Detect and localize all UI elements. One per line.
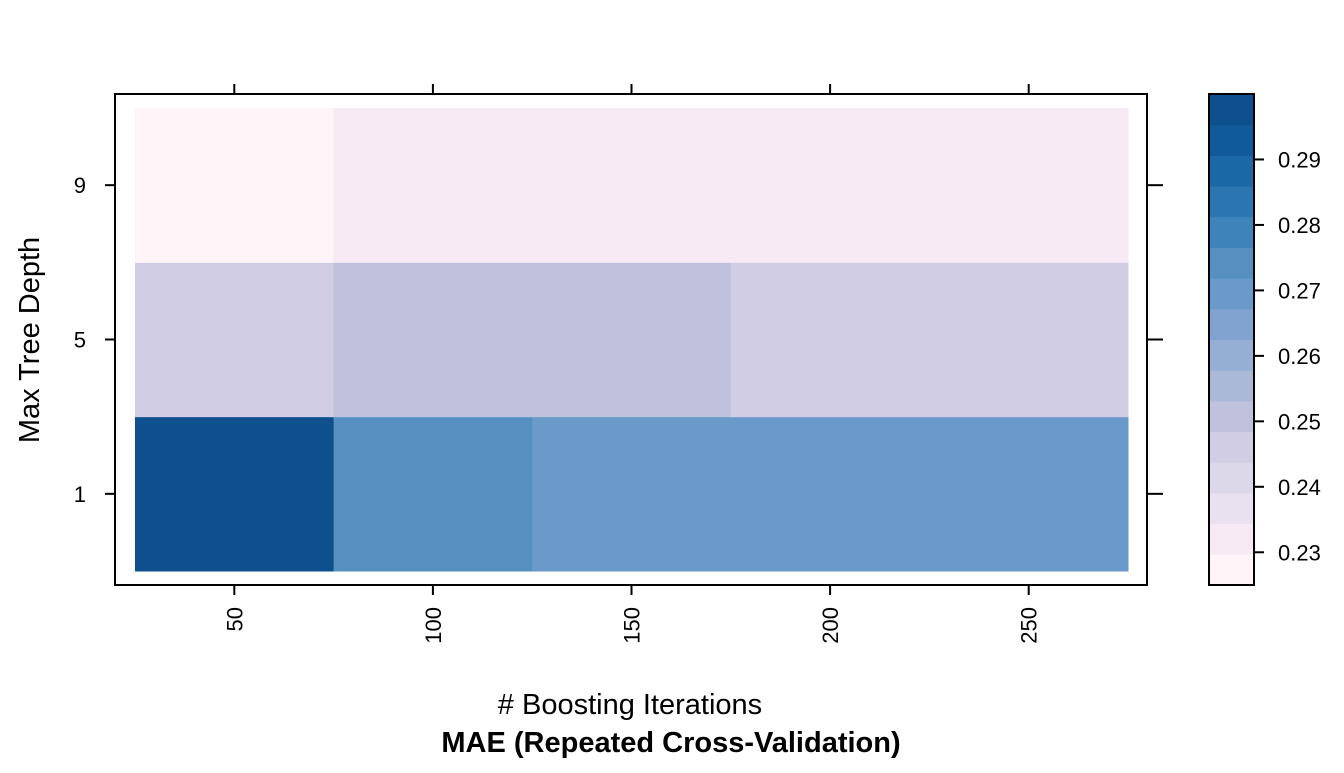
colorbar-segment bbox=[1209, 94, 1254, 126]
heatmap-cell bbox=[929, 416, 1129, 572]
y-tick-label: 5 bbox=[74, 328, 86, 353]
colorbar-segment bbox=[1209, 462, 1254, 494]
colorbar: 0.23 0.24 0.25 0.26 0.27 0.28 0.29 bbox=[1208, 93, 1321, 586]
colorbar-segment bbox=[1209, 247, 1254, 279]
colorbar-segment bbox=[1209, 431, 1254, 463]
colorbar-tick-label: 0.25 bbox=[1278, 409, 1321, 434]
colorbar-tick-label: 0.23 bbox=[1278, 540, 1321, 565]
heatmap-cell bbox=[135, 262, 335, 418]
axis-ticks: 50 100 150 200 250 1 5 9 bbox=[74, 84, 1163, 644]
heatmap-cells bbox=[135, 108, 1129, 572]
colorbar-segment bbox=[1209, 339, 1254, 371]
heatmap-cell bbox=[333, 262, 533, 418]
y-tick-label: 9 bbox=[74, 173, 86, 198]
heatmap-cell bbox=[730, 416, 930, 572]
colorbar-segment bbox=[1209, 554, 1254, 586]
x-tick-label: 100 bbox=[421, 607, 446, 644]
heatmap-cell bbox=[730, 262, 930, 418]
heatmap-cell bbox=[532, 108, 732, 263]
heatmap-cell bbox=[135, 416, 335, 572]
heatmap-cell bbox=[532, 416, 732, 572]
colorbar-border bbox=[1208, 93, 1255, 586]
x-axis-title: # Boosting Iterations bbox=[498, 689, 762, 721]
colorbar-segment bbox=[1209, 216, 1254, 248]
x-tick-label: 250 bbox=[1017, 607, 1042, 644]
heatmap-cell bbox=[929, 262, 1129, 418]
colorbar-segment bbox=[1209, 308, 1254, 340]
heatmap-cell bbox=[532, 262, 732, 418]
x-tick-label: 50 bbox=[222, 607, 247, 631]
colorbar-segment bbox=[1209, 278, 1254, 310]
colorbar-tick-label: 0.26 bbox=[1278, 344, 1321, 369]
heatmap-cell bbox=[333, 108, 533, 263]
colorbar-segment bbox=[1209, 523, 1254, 555]
colorbar-segment bbox=[1209, 400, 1254, 433]
colorbar-tick-label: 0.28 bbox=[1278, 213, 1321, 238]
heatmap-cell bbox=[333, 416, 533, 572]
colorbar-tick-label: 0.24 bbox=[1278, 475, 1321, 500]
colorbar-tick-label: 0.29 bbox=[1278, 147, 1321, 172]
x-tick-label: 200 bbox=[818, 607, 843, 644]
y-tick-label: 1 bbox=[74, 482, 86, 507]
colorbar-segment bbox=[1209, 124, 1254, 156]
colorbar-segment bbox=[1209, 186, 1254, 218]
colorbar-segment bbox=[1209, 155, 1254, 187]
x-tick-label: 150 bbox=[620, 607, 645, 644]
heatmap-cell bbox=[135, 108, 335, 263]
colorbar-tick-label: 0.27 bbox=[1278, 278, 1321, 303]
colorbar-segment bbox=[1209, 492, 1254, 525]
colorbar-segment bbox=[1209, 370, 1254, 402]
heatmap-cell bbox=[730, 108, 930, 263]
chart-title: MAE (Repeated Cross-Validation) bbox=[441, 727, 900, 759]
y-axis-title: Max Tree Depth bbox=[14, 237, 46, 443]
heatmap-cell bbox=[929, 108, 1129, 263]
